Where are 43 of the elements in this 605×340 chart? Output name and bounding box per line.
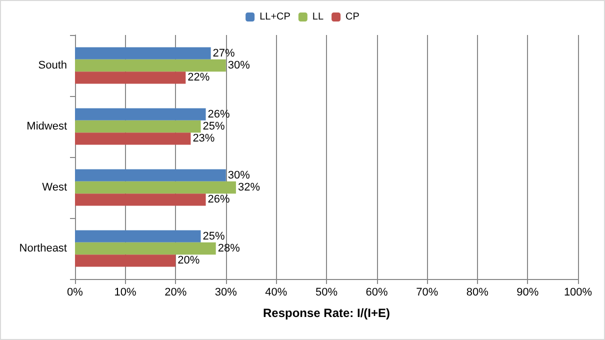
y-tick-label: West (42, 182, 67, 194)
data-label: 22% (188, 72, 210, 84)
legend-label: LL+CP (260, 12, 291, 22)
bar (75, 47, 211, 60)
bar (75, 242, 216, 255)
bar (75, 120, 201, 133)
data-label: 26% (208, 194, 230, 206)
y-tick-label: South (38, 60, 67, 72)
x-axis-title: Response Rate: I/(I+E) (262, 306, 390, 320)
data-label: 32% (238, 182, 260, 194)
bar (75, 59, 226, 72)
data-label: 28% (218, 242, 240, 254)
bar (75, 181, 236, 194)
bar (75, 72, 186, 84)
x-tick-label: 100% (564, 286, 592, 298)
legend-label: CP (346, 12, 360, 22)
data-label: 30% (228, 60, 250, 72)
bar (75, 254, 176, 267)
y-tick-label: Midwest (26, 120, 67, 132)
data-label: 25% (202, 230, 225, 242)
data-label: 23% (192, 132, 215, 145)
bar (75, 230, 201, 242)
x-tick-label: 80% (466, 286, 489, 298)
data-label: 27% (212, 47, 236, 60)
bar (75, 108, 206, 120)
x-tick-label: 90% (516, 286, 539, 298)
x-tick-label: 70% (416, 286, 438, 298)
x-tick-label: 10% (114, 286, 137, 298)
x-tick-label: 20% (164, 286, 187, 298)
bar (75, 194, 206, 206)
y-tick-label: Northeast (19, 242, 67, 254)
data-label: 30% (228, 169, 250, 182)
x-tick-label: 40% (265, 286, 288, 298)
x-tick-label: 30% (214, 286, 238, 298)
x-tick-label: 50% (315, 286, 338, 298)
x-tick-label: 0% (67, 286, 84, 298)
data-label: 20% (178, 254, 200, 267)
legend-label: LL (312, 12, 324, 22)
x-tick-label: 60% (366, 286, 388, 298)
bar (75, 132, 191, 145)
bar (75, 169, 226, 182)
data-label: 25% (202, 120, 225, 132)
data-label: 26% (208, 108, 230, 120)
